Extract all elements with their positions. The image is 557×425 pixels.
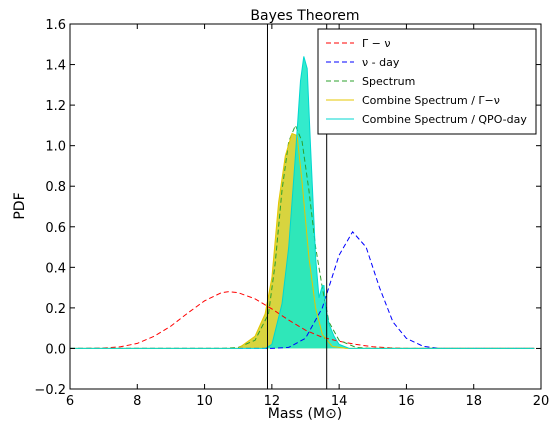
series-line-	[86, 291, 535, 349]
y-tick-label: 1.6	[45, 18, 66, 33]
ticks-layer: 6 8 10 12 14 16 18 20 −0.2 0.0 0.2 0.4 0.6 0.8 1.0 1.2 1…	[34, 18, 549, 409]
x-tick-label: 20	[533, 394, 550, 409]
series-line-day	[70, 230, 535, 349]
x-axis-label: Mass (M⊙)	[268, 406, 342, 422]
x-tick-label: 12	[264, 394, 281, 409]
y-tick-label: 0.4	[45, 261, 66, 276]
x-tick-label: 10	[196, 394, 213, 409]
plot-frame	[69, 23, 542, 390]
legend-label-: Γ − ν	[362, 37, 390, 50]
y-tick-label: 1.4	[45, 59, 66, 74]
y-tick-label: 1.2	[45, 99, 66, 114]
y-tick-label: −0.2	[34, 383, 66, 398]
legend: Γ − ν ν - day Spectrum Combine Spectrum / Γ…	[317, 28, 537, 135]
x-tick-label: 18	[465, 394, 482, 409]
legend-label-combine-spectrum: Combine Spectrum / Γ−ν	[362, 94, 500, 107]
chart-title: Bayes Theorem	[250, 8, 359, 24]
x-tick-label: 14	[331, 394, 348, 409]
y-axis-label: PDF	[12, 192, 28, 219]
y-tick-label: 0.0	[45, 342, 66, 357]
legend-label-spectrum: Spectrum	[362, 75, 415, 88]
y-tick-label: 0.6	[45, 221, 66, 236]
legend-label-combine-spectrum-qpo-day: Combine Spectrum / QPO-day	[362, 113, 527, 126]
x-tick-label: 6	[66, 394, 74, 409]
y-tick-label: 1.0	[45, 140, 66, 155]
x-tick-label: 8	[133, 394, 141, 409]
series-line-combine-spectrum	[70, 132, 535, 349]
area-combine-spectrum-qpo-day	[70, 56, 535, 349]
series-line-combine-spectrum-qpo-day	[70, 56, 535, 349]
y-tick-label: 0.8	[45, 180, 66, 195]
legend-label-day: ν - day	[362, 56, 400, 69]
lines-layer	[70, 56, 535, 349]
legend-box	[317, 28, 537, 135]
fills-layer	[70, 56, 535, 349]
y-tick-label: 0.2	[45, 302, 66, 317]
x-tick-label: 16	[398, 394, 415, 409]
